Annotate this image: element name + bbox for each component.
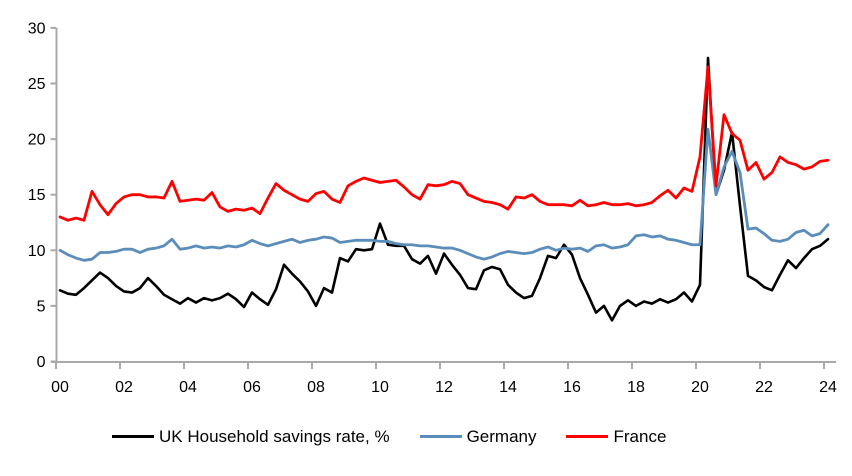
- series-line-france: [58, 65, 830, 222]
- legend-label-uk: UK Household savings rate, %: [159, 427, 390, 446]
- plot-area: 0 5 10 15 20 25 30 00 02 04 06 08 10 12 14 16 18 20 22 24: [28, 20, 837, 396]
- x-axis-tick-label: 08: [307, 379, 325, 396]
- x-axis-tick-label: 16: [563, 379, 581, 396]
- x-axis-tick-label: 00: [51, 379, 69, 396]
- legend-item-uk: UK Household savings rate, %: [112, 428, 390, 445]
- x-axis-tick-label: 14: [499, 379, 517, 396]
- x-axis-tick-label: 12: [435, 379, 453, 396]
- y-axis-tick-label: 0: [37, 354, 46, 371]
- legend-label-germany: Germany: [466, 427, 537, 446]
- y-axis-tick-label: 25: [28, 76, 46, 93]
- chart-legend: UK Household savings rate, % Germany Fra…: [112, 428, 696, 445]
- france-line-swatch: [566, 435, 609, 438]
- x-axis-tick-label: 18: [627, 379, 645, 396]
- legend-item-france: France: [566, 428, 666, 445]
- series-line-germany: [58, 127, 830, 262]
- y-axis-tick-label: 30: [28, 20, 46, 37]
- y-axis-tick-label: 10: [28, 243, 46, 260]
- y-axis-tick-label: 20: [28, 132, 46, 149]
- x-axis-tick-label: 04: [179, 379, 197, 396]
- axes: [50, 26, 836, 369]
- x-axis-tick-label: 06: [243, 379, 261, 396]
- x-axis-tick-label: 10: [371, 379, 389, 396]
- legend-item-germany: Germany: [419, 427, 537, 446]
- legend-label-france: France: [613, 427, 667, 446]
- x-axis-tick-label: 02: [115, 379, 133, 396]
- germany-line-swatch: [419, 435, 462, 438]
- x-axis-tick-label: 20: [691, 379, 709, 396]
- x-axis-tick-label: 22: [755, 379, 773, 396]
- uk-line-swatch: [112, 435, 154, 438]
- x-axis-tick-label: 24: [819, 379, 837, 396]
- y-axis-tick-label: 15: [28, 187, 46, 204]
- series-line-uk: [58, 56, 830, 322]
- y-axis-tick-label: 5: [37, 298, 46, 315]
